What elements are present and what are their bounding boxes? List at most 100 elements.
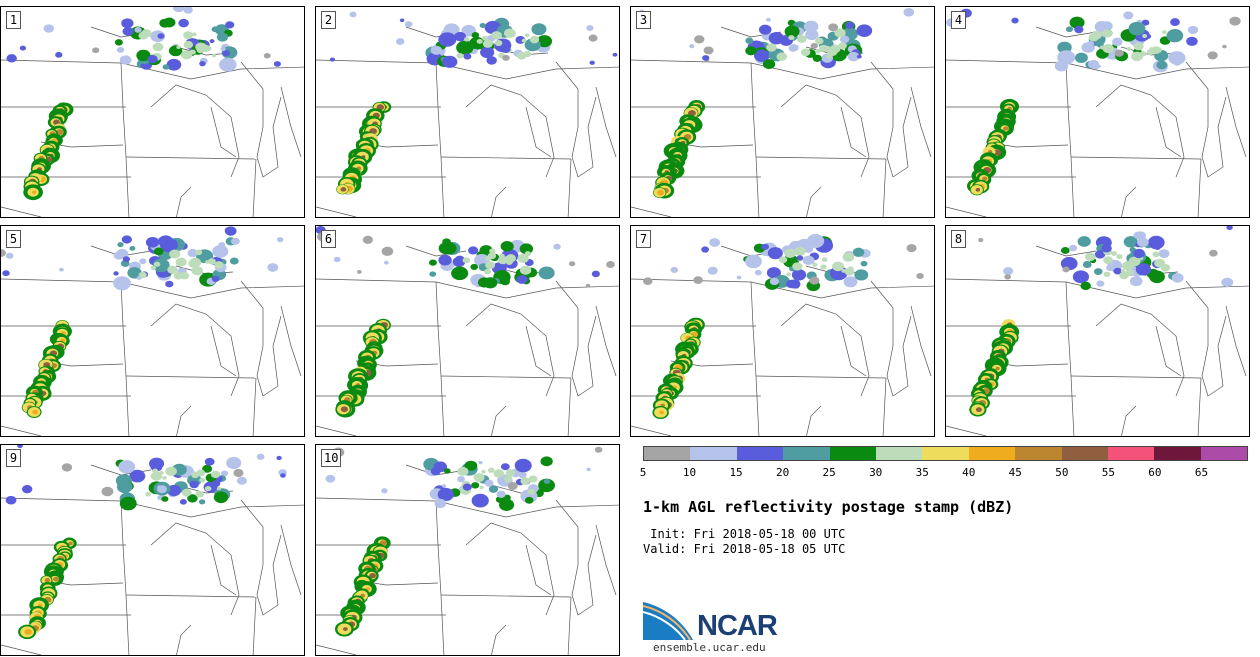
state-boundary — [176, 405, 192, 436]
state-boundary — [555, 280, 597, 397]
reflectivity-cell — [1147, 235, 1165, 250]
state-boundary — [435, 281, 445, 436]
state-boundary — [465, 84, 555, 178]
reflectivity-cell — [113, 271, 119, 276]
reflectivity-cell — [68, 541, 73, 546]
reflectivity-cell — [791, 269, 807, 281]
reflectivity-cell — [553, 243, 561, 250]
reflectivity-cell — [834, 28, 846, 38]
reflectivity-cell — [1113, 267, 1122, 275]
reflectivity-cell — [480, 46, 495, 59]
reflectivity-cell — [263, 52, 271, 59]
reflectivity-cell — [119, 496, 137, 511]
state-boundary — [440, 594, 572, 598]
state-boundary — [1, 206, 42, 217]
reflectivity-cell — [187, 494, 198, 503]
colorbar-bin — [783, 447, 830, 460]
reflectivity-cell — [500, 241, 514, 252]
reflectivity-cell — [456, 40, 474, 55]
reflectivity-cell — [502, 54, 510, 61]
reflectivity-cell — [59, 267, 64, 272]
reflectivity-cell — [430, 467, 441, 476]
reflectivity-cell — [236, 476, 247, 485]
reflectivity-cell — [657, 189, 665, 196]
reflectivity-cell — [24, 628, 32, 635]
reflectivity-cell — [116, 480, 133, 494]
reflectivity-cell — [202, 464, 213, 473]
ncar-swoosh-icon — [643, 602, 693, 640]
reflectivity-cell — [429, 271, 437, 277]
reflectivity-cell — [736, 275, 742, 280]
reflectivity-cell — [340, 406, 349, 413]
colorbar-bin — [875, 447, 923, 460]
reflectivity-cell — [1116, 254, 1123, 260]
state-boundary — [806, 405, 822, 436]
reflectivity-cell — [820, 264, 827, 270]
reflectivity-cell — [204, 486, 212, 492]
reflectivity-cell — [486, 56, 497, 65]
reflectivity-cell — [158, 235, 174, 248]
reflectivity-cell — [516, 275, 528, 284]
colorbar-tick-label: 65 — [1194, 466, 1209, 479]
reflectivity-cell — [357, 270, 362, 274]
reflectivity-cell — [152, 42, 164, 52]
state-boundary — [1095, 303, 1185, 397]
reflectivity-cell — [205, 260, 210, 264]
colorbar-tick-label: 55 — [1101, 466, 1115, 479]
reflectivity-cell — [404, 21, 413, 28]
state-boundary — [631, 425, 672, 436]
reflectivity-cell — [745, 37, 754, 44]
reflectivity-cell — [538, 266, 555, 280]
member-label: 3 — [636, 11, 651, 29]
state-boundary — [1155, 106, 1182, 158]
reflectivity-cell — [216, 486, 222, 491]
reflectivity-cell — [815, 37, 824, 45]
reflectivity-cell — [55, 51, 63, 58]
logo-url: ensemble.ucar.edu — [653, 641, 766, 654]
reflectivity-cell — [273, 61, 281, 67]
reflectivity-cell — [778, 256, 788, 264]
reflectivity-cell — [468, 246, 479, 255]
reflectivity-cell — [1060, 246, 1070, 254]
reflectivity-cell — [482, 35, 489, 41]
reflectivity-cell — [978, 238, 984, 243]
reflectivity-cell — [754, 49, 770, 62]
reflectivity-cell — [117, 242, 124, 248]
ncar-logo: NCAR ensemble.ucar.edu — [643, 600, 803, 654]
reflectivity-cell — [169, 249, 181, 259]
reflectivity-cell — [216, 32, 229, 42]
state-boundary — [280, 524, 302, 596]
reflectivity-cell — [789, 44, 799, 52]
reflectivity-cell — [1094, 250, 1106, 259]
state-boundary — [870, 61, 912, 178]
member-panel-1: 1 — [0, 6, 305, 218]
reflectivity-cell — [768, 32, 785, 45]
state-boundary — [1225, 86, 1247, 158]
reflectivity-map — [631, 234, 934, 436]
reflectivity-cell — [192, 32, 197, 37]
reflectivity-cell — [839, 35, 850, 44]
reflectivity-map — [316, 446, 619, 655]
reflectivity-cell — [153, 261, 161, 267]
reflectivity-cell — [1146, 48, 1155, 56]
reflectivity-cell — [786, 279, 797, 289]
reflectivity-cell — [484, 268, 492, 275]
reflectivity-cell — [141, 29, 152, 38]
reflectivity-cell — [362, 235, 373, 244]
reflectivity-cell — [464, 460, 478, 471]
state-boundary — [150, 303, 240, 397]
reflectivity-cell — [212, 244, 229, 258]
reflectivity-cell — [1161, 30, 1167, 35]
reflectivity-cell — [1082, 261, 1092, 269]
state-boundary — [150, 84, 240, 178]
reflectivity-cell — [854, 269, 869, 281]
colorbar-bin — [829, 447, 876, 460]
member-label: 1 — [6, 11, 21, 29]
reflectivity-cell — [586, 467, 591, 472]
reflectivity-cell — [1111, 251, 1118, 256]
reflectivity-cell — [507, 482, 518, 490]
reflectivity-cell — [429, 259, 437, 266]
reflectivity-map — [1, 226, 304, 436]
reflectivity-cell — [810, 42, 818, 49]
reflectivity-cell — [702, 55, 710, 61]
